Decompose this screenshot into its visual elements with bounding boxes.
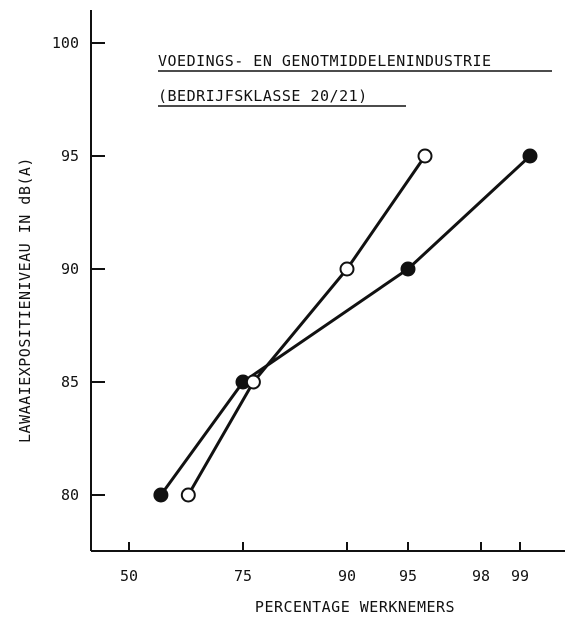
x-tick-label-99: 99 — [511, 567, 529, 585]
y-tick-label-100: 100 — [52, 34, 79, 52]
series-2-point-4 — [417, 148, 433, 164]
y-axis-title: LAWAAIEXPOSITIENIVEAU IN dB(A) — [16, 157, 34, 443]
series-2-point-3 — [339, 261, 355, 277]
y-tick-label-85: 85 — [61, 373, 79, 391]
y-tick-label-90: 90 — [61, 260, 79, 278]
series-2-point-2 — [245, 374, 261, 390]
series-points-layer — [153, 148, 538, 503]
x-tick-label-90: 90 — [338, 567, 356, 585]
x-tick-label-98: 98 — [472, 567, 490, 585]
series-lines-layer — [159, 154, 532, 496]
x-tick-label-75: 75 — [234, 567, 252, 585]
chart-title: VOEDINGS- EN GENOTMIDDELENINDUSTRIE — [158, 52, 492, 70]
series-1-point-1 — [153, 487, 169, 503]
series-1-point-4 — [522, 148, 538, 164]
x-tick-label-95: 95 — [399, 567, 417, 585]
ticks-layer: 50 75 90 95 98 99 80 85 90 95 100 — [52, 34, 529, 585]
y-tick-label-95: 95 — [61, 147, 79, 165]
series-line-2 — [187, 155, 427, 496]
x-axis-title: PERCENTAGE WERKNEMERS — [255, 598, 455, 616]
y-tick-label-80: 80 — [61, 486, 79, 504]
series-line-1 — [159, 154, 532, 496]
x-tick-label-50: 50 — [120, 567, 138, 585]
series-1-point-3 — [400, 261, 416, 277]
chart-subtitle: (BEDRIJFSKLASSE 20/21) — [158, 87, 368, 105]
series-2-point-1 — [180, 487, 196, 503]
